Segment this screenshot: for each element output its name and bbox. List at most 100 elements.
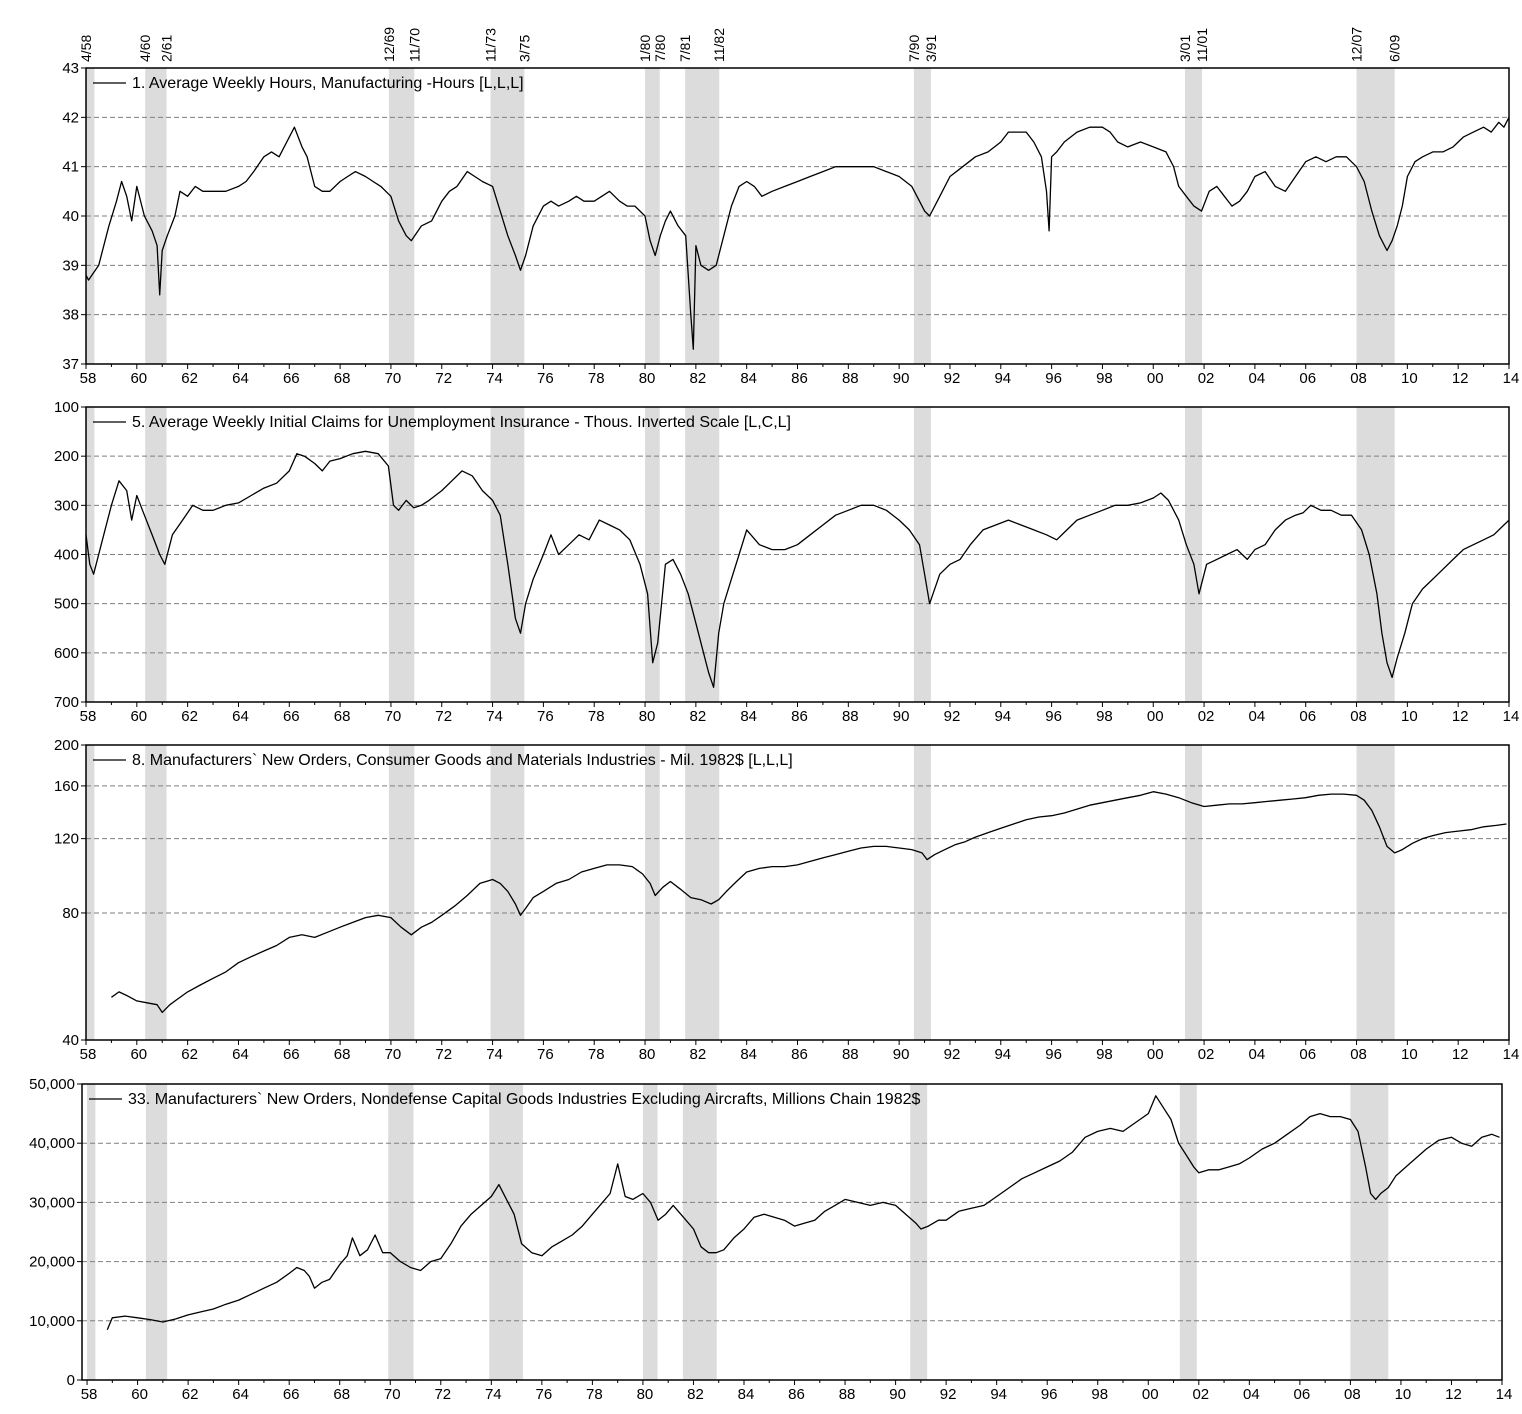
recession-band <box>910 1084 928 1380</box>
recession-band <box>489 1084 523 1380</box>
recession-band <box>388 745 415 1040</box>
recession-period-label: 2/61 <box>159 35 175 62</box>
x-tick-label: 66 <box>283 1386 300 1403</box>
y-tick-label: 20,000 <box>29 1254 75 1271</box>
x-tick-label: 08 <box>1350 1046 1367 1063</box>
x-tick-label: 12 <box>1452 370 1469 387</box>
recession-period-label: 11/01 <box>1194 28 1210 62</box>
y-tick-label: 40,000 <box>29 1135 75 1152</box>
x-tick-label: 58 <box>80 370 97 387</box>
recession-period-label: 7/81 <box>677 35 693 62</box>
x-tick-label: 68 <box>334 370 351 387</box>
x-tick-label: 66 <box>283 708 300 725</box>
x-tick-label: 64 <box>232 1046 249 1063</box>
x-tick-label: 90 <box>893 370 910 387</box>
recession-band <box>145 68 167 364</box>
x-tick-label: 76 <box>537 1046 554 1063</box>
x-tick-label: 76 <box>537 708 554 725</box>
legend-label: 1. Average Weekly Hours, Manufacturing -… <box>132 75 524 92</box>
x-tick-label: 78 <box>588 370 605 387</box>
x-tick-label: 60 <box>130 708 147 725</box>
x-tick-label: 76 <box>536 1386 553 1403</box>
x-tick-label: 62 <box>181 708 198 725</box>
x-tick-label: 10 <box>1401 370 1418 387</box>
x-tick-label: 80 <box>639 1046 656 1063</box>
recession-band <box>145 745 167 1040</box>
x-tick-label: 02 <box>1198 370 1215 387</box>
x-tick-label: 68 <box>334 708 351 725</box>
x-tick-label: 86 <box>788 1386 805 1403</box>
x-tick-label: 96 <box>1041 1386 1058 1403</box>
x-tick-label: 72 <box>434 1386 451 1403</box>
recession-band <box>1350 1084 1389 1380</box>
x-tick-label: 04 <box>1249 370 1266 387</box>
x-tick-label: 68 <box>333 1386 350 1403</box>
x-tick-label: 10 <box>1401 708 1418 725</box>
x-tick-label: 82 <box>690 370 707 387</box>
x-tick-label: 82 <box>690 708 707 725</box>
x-tick-label: 90 <box>893 1046 910 1063</box>
y-tick-label: 500 <box>54 596 79 613</box>
recession-period-label: 3/01 <box>1177 35 1193 62</box>
plot-frame <box>85 406 1510 703</box>
x-tick-label: 98 <box>1091 1386 1108 1403</box>
x-tick-label: 64 <box>232 370 249 387</box>
x-tick-label: 92 <box>944 1046 961 1063</box>
y-tick-label: 38 <box>62 307 79 324</box>
x-tick-label: 98 <box>1096 370 1113 387</box>
x-tick-label: 98 <box>1096 1046 1113 1063</box>
x-tick-label: 86 <box>791 708 808 725</box>
x-tick-label: 12 <box>1445 1386 1462 1403</box>
y-tick-label: 43 <box>62 60 79 77</box>
x-tick-label: 94 <box>994 708 1011 725</box>
x-tick-label: 70 <box>384 1386 401 1403</box>
x-tick-label: 72 <box>435 370 452 387</box>
x-tick-label: 72 <box>435 708 452 725</box>
recession-band <box>913 745 931 1040</box>
recession-band <box>490 745 525 1040</box>
x-tick-label: 76 <box>537 370 554 387</box>
x-tick-label: 68 <box>334 1046 351 1063</box>
recession-period-label: 11/73 <box>483 28 499 62</box>
recession-period-label: 7/80 <box>652 35 668 62</box>
recession-band <box>145 1084 168 1380</box>
y-tick-label: 80 <box>62 905 79 922</box>
recession-period-label: 6/09 <box>1387 35 1403 62</box>
y-tick-label: 120 <box>54 831 79 848</box>
x-tick-label: 06 <box>1299 708 1316 725</box>
recession-band <box>1179 1084 1197 1380</box>
x-tick-label: 90 <box>889 1386 906 1403</box>
x-tick-label: 94 <box>994 1046 1011 1063</box>
x-tick-label: 14 <box>1503 708 1520 725</box>
x-tick-label: 12 <box>1452 708 1469 725</box>
x-tick-label: 60 <box>130 370 147 387</box>
recession-period-label: 3/75 <box>516 35 532 62</box>
x-tick-label: 06 <box>1299 370 1316 387</box>
recession-band <box>86 745 95 1040</box>
y-tick-label: 37 <box>62 356 79 373</box>
legend-label: 5. Average Weekly Initial Claims for Une… <box>132 414 791 431</box>
y-tick-label: 200 <box>54 448 79 465</box>
x-tick-label: 04 <box>1249 1046 1266 1063</box>
x-tick-label: 74 <box>486 1046 503 1063</box>
x-tick-label: 14 <box>1503 1046 1520 1063</box>
recession-period-label: 11/82 <box>711 28 727 62</box>
x-tick-label: 58 <box>80 708 97 725</box>
recession-band <box>645 68 660 364</box>
x-tick-label: 92 <box>944 370 961 387</box>
y-tick-label: 300 <box>54 497 79 514</box>
x-tick-label: 06 <box>1294 1386 1311 1403</box>
recession-band <box>645 745 660 1040</box>
x-tick-label: 66 <box>283 1046 300 1063</box>
y-tick-label: 50,000 <box>29 1076 75 1093</box>
x-tick-label: 74 <box>486 370 503 387</box>
series-line <box>111 791 1507 1014</box>
x-tick-label: 96 <box>1045 1046 1062 1063</box>
recession-band <box>1185 745 1203 1040</box>
x-tick-label: 64 <box>232 1386 249 1403</box>
recession-period-label: 1/80 <box>637 35 653 62</box>
x-tick-label: 80 <box>639 708 656 725</box>
x-tick-label: 02 <box>1198 708 1215 725</box>
x-tick-label: 86 <box>791 1046 808 1063</box>
